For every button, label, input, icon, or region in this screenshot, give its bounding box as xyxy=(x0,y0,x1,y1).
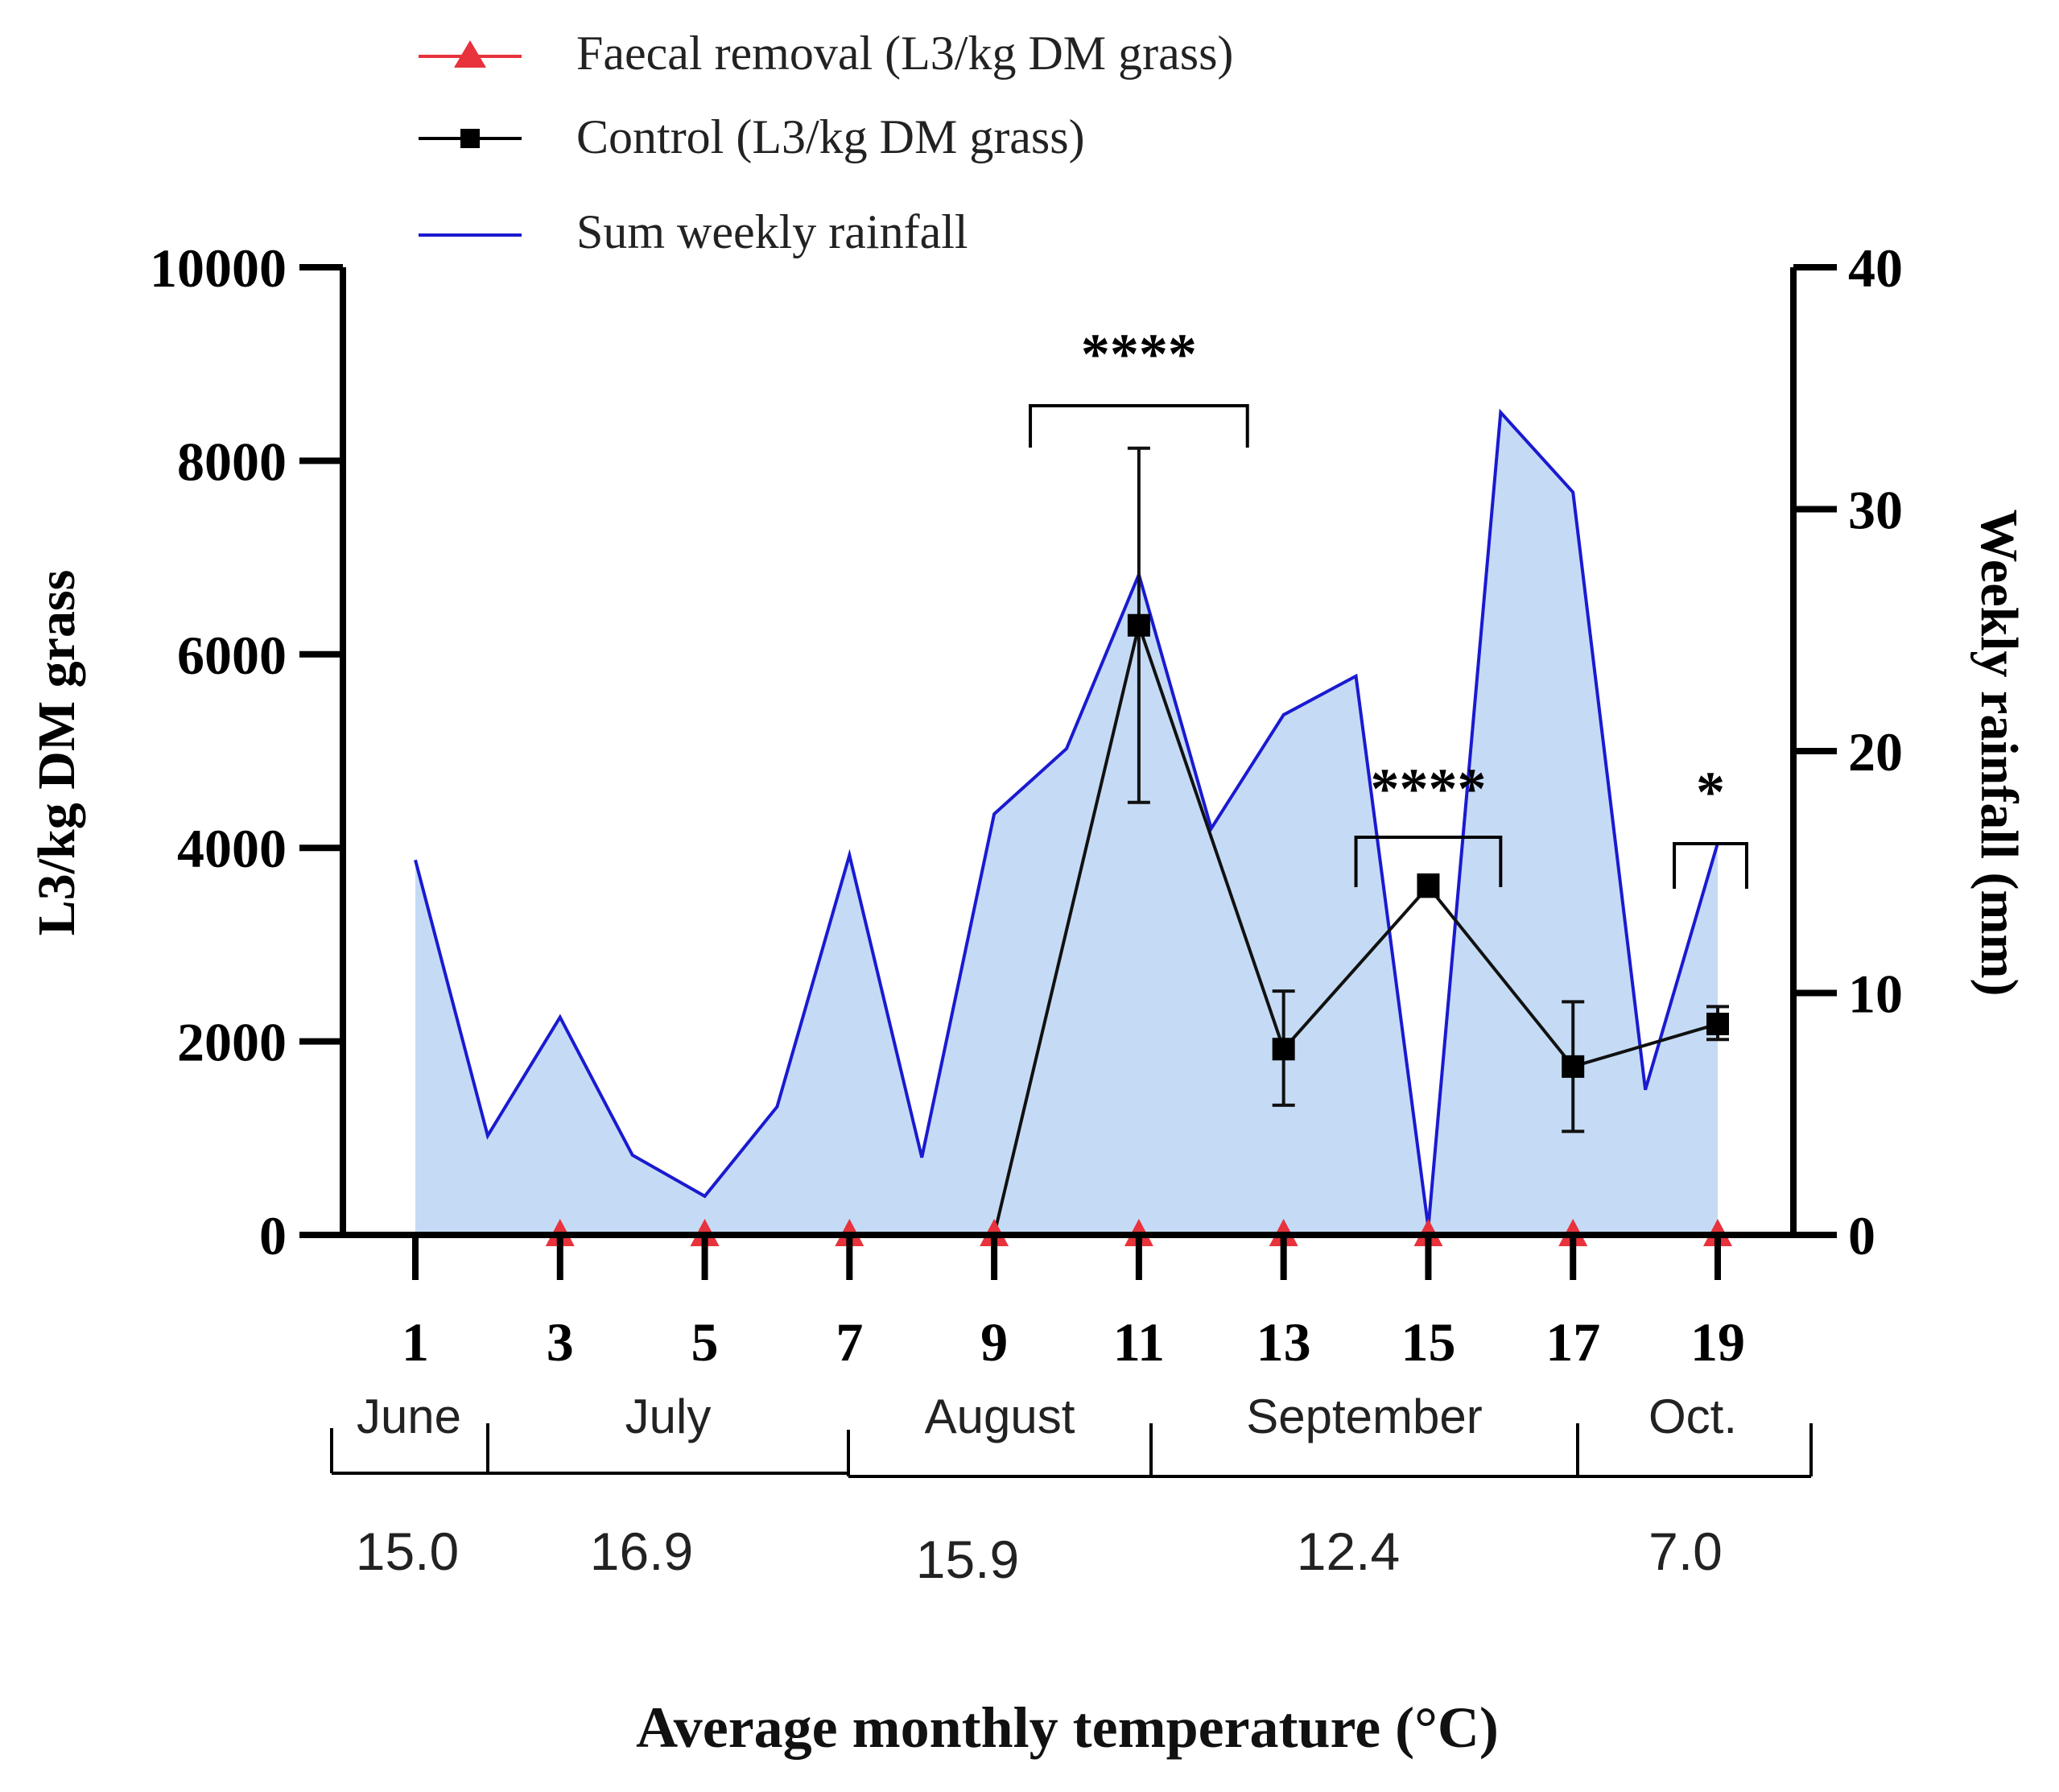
control-point xyxy=(1272,1038,1295,1061)
right-y-tick-label: 10 xyxy=(1848,964,1903,1025)
temp-label-july: 16.9 xyxy=(590,1522,693,1581)
month-labels: June July August September Oct. xyxy=(357,1389,1737,1443)
right-y-ticks: 0 10 20 30 40 xyxy=(1793,237,1903,1266)
significance-bracket xyxy=(1673,842,1748,889)
control-series xyxy=(992,446,1729,1236)
month-brackets xyxy=(330,1423,1813,1478)
y2-axis-title: Weekly rainfall (mm) xyxy=(1970,510,2028,997)
rainfall-line xyxy=(414,408,1719,1228)
legend: Faecal removal (L3/kg DM grass) Control … xyxy=(419,27,1233,258)
x-ticks: 1 3 5 7 9 11 13 15 17 19 xyxy=(402,1235,1745,1373)
significance-bracket xyxy=(1354,836,1503,887)
control-point xyxy=(1417,875,1440,898)
temp-label-august: 15.9 xyxy=(916,1530,1019,1589)
x-tick-label: 19 xyxy=(1690,1311,1745,1373)
x-tick-label: 15 xyxy=(1401,1311,1455,1373)
significance-label: **** xyxy=(1370,757,1486,821)
left-y-ticks: 0 2000 4000 6000 8000 10000 xyxy=(150,237,343,1266)
left-y-tick-label: 2000 xyxy=(177,1012,287,1073)
control-point xyxy=(1127,613,1150,637)
left-y-tick-label: 10000 xyxy=(150,237,287,299)
left-y-tick-label: 6000 xyxy=(177,625,287,686)
legend-label-faecal: Faecal removal (L3/kg DM grass) xyxy=(576,27,1233,80)
x-tick-label: 13 xyxy=(1256,1311,1311,1373)
significance-label: **** xyxy=(1081,322,1197,386)
significance-brackets: ******** * xyxy=(1029,322,1748,889)
significance-label: * xyxy=(1696,760,1725,824)
significance-bracket xyxy=(1029,404,1249,448)
y-axis-title: L3/kg DM grass xyxy=(27,570,86,936)
temp-label-oct: 7.0 xyxy=(1648,1522,1723,1581)
month-label-june: June xyxy=(357,1389,461,1443)
legend-marker-control xyxy=(460,129,480,148)
control-point xyxy=(1706,1012,1729,1035)
x-tick-label: 5 xyxy=(691,1311,719,1373)
right-y-tick-label: 20 xyxy=(1848,721,1903,782)
x-tick-label: 11 xyxy=(1113,1311,1165,1373)
legend-label-control: Control (L3/kg DM grass) xyxy=(576,110,1085,163)
rainfall-area xyxy=(415,412,1718,1235)
control-point xyxy=(1562,1055,1585,1078)
control-line xyxy=(992,619,1719,1236)
right-y-tick-label: 40 xyxy=(1848,237,1903,299)
plot-area: ******** * xyxy=(414,322,1748,1246)
x-axis-title: Average monthly temperature (°C) xyxy=(636,1695,1499,1760)
temperature-labels: 15.0 16.9 15.9 12.4 7.0 xyxy=(356,1522,1723,1589)
legend-marker-faecal xyxy=(454,40,486,68)
x-tick-label: 17 xyxy=(1545,1311,1600,1373)
month-label-august: August xyxy=(925,1389,1075,1443)
x-tick-label: 7 xyxy=(836,1311,863,1373)
x-tick-label: 9 xyxy=(980,1311,1008,1373)
legend-label-rainfall: Sum weekly rainfall xyxy=(576,205,968,258)
left-y-tick-label: 0 xyxy=(259,1205,287,1266)
month-label-september: September xyxy=(1246,1389,1483,1443)
right-y-tick-label: 30 xyxy=(1848,480,1903,541)
month-label-july: July xyxy=(625,1389,712,1443)
left-y-tick-label: 4000 xyxy=(177,818,287,879)
temp-label-june: 15.0 xyxy=(356,1522,459,1581)
temp-label-september: 12.4 xyxy=(1297,1522,1400,1581)
left-y-tick-label: 8000 xyxy=(177,431,287,492)
right-y-tick-label: 0 xyxy=(1848,1205,1875,1266)
x-tick-label: 3 xyxy=(547,1311,574,1373)
x-tick-label: 1 xyxy=(402,1311,429,1373)
month-label-oct: Oct. xyxy=(1648,1389,1737,1443)
